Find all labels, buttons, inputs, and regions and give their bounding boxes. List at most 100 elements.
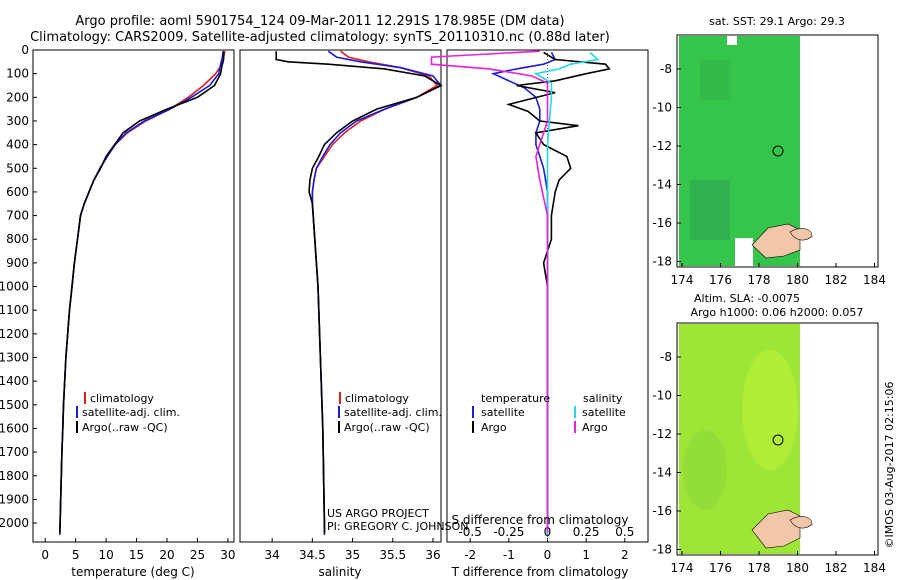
y-tick-label: 300 — [6, 114, 29, 128]
salinity-plot: 34 34.5 35 35.5 36 — [265, 50, 443, 562]
y-tick-label: 400 — [6, 138, 29, 152]
map-y-tick-label: -14 — [652, 178, 672, 192]
sla-argo-position-marker — [772, 434, 784, 446]
legend-t-argo: Argo — [481, 421, 507, 434]
y-tick-label: 500 — [6, 161, 29, 175]
credit-pi: PI: GREGORY C. JOHNSON — [327, 520, 468, 533]
sst-missing-data — [735, 238, 753, 266]
x-tick-label: 15 — [129, 548, 144, 562]
map-y-tick-label: -12 — [652, 139, 672, 153]
map-y-tick-label: -18 — [652, 543, 672, 557]
difference-top-label: S difference from climatology — [452, 513, 629, 527]
legend-t-satellite: satellite — [481, 406, 525, 419]
y-tick-label: 900 — [6, 256, 29, 270]
map-y-tick-label: -14 — [652, 466, 672, 480]
sla-patch — [683, 430, 727, 510]
map-x-tick-label: 184 — [863, 273, 886, 287]
sla-map-title-2: Argo h1000: 0.06 h2000: 0.057 — [691, 306, 864, 319]
map-x-tick-label: 184 — [863, 561, 886, 575]
sst-land — [789, 228, 813, 241]
top-tick-label: 0.25 — [573, 525, 600, 539]
y-tick-label: 800 — [6, 232, 29, 246]
y-tick-label: 1000 — [0, 280, 29, 294]
map-x-tick-label: 176 — [709, 561, 732, 575]
temperature-panel-frame — [32, 49, 235, 543]
x-tick-label: 36 — [425, 548, 440, 562]
x-tick-label: 25 — [190, 548, 205, 562]
x-tick-label: 10 — [98, 548, 113, 562]
y-tick-label: 700 — [6, 209, 29, 223]
map-x-tick-label: 180 — [786, 273, 809, 287]
x-tick-label: 34.5 — [299, 548, 326, 562]
sst-patch — [700, 60, 730, 100]
salinity-legend: climatology satellite-adj. clim. Argo(..… — [338, 392, 442, 434]
y-tick-label: 1400 — [0, 374, 29, 388]
sst-missing-data — [727, 36, 737, 45]
y-tick-label: 1800 — [0, 469, 29, 483]
sla-map — [676, 322, 879, 556]
y-tick-label: 1700 — [0, 445, 29, 459]
y-tick-label: 1600 — [0, 421, 29, 435]
y-tick-label: 1500 — [0, 398, 29, 412]
map-x-tick-label: 182 — [825, 561, 848, 575]
series-line-temperature-0 — [59, 51, 226, 535]
x-tick-label: 35 — [345, 548, 360, 562]
series-line-difference-1 — [506, 51, 611, 533]
temperature-plot: 0 5 10 15 20 25 300100200300400500600700800900… — [0, 43, 236, 562]
x-tick-label: 1 — [582, 548, 590, 562]
y-tick-label: 1200 — [0, 327, 29, 341]
x-tick-label: 30 — [220, 548, 235, 562]
map-x-tick-label: 178 — [748, 273, 771, 287]
difference-plot: -2 -1 0 1 2-0.5 -0.25 0 0.25 0.5 — [430, 50, 634, 562]
y-tick-label: 600 — [6, 185, 29, 199]
sst-map-title: sat. SST: 29.1 Argo: 29.3 — [709, 15, 845, 28]
map-x-tick-label: 178 — [748, 561, 771, 575]
sst-patch — [690, 180, 730, 240]
sst-argo-position-marker — [772, 145, 784, 157]
x-tick-label: 20 — [159, 548, 174, 562]
legend-salinity-title: salinity — [583, 392, 623, 405]
legend-s-argo: Argo — [582, 421, 608, 434]
x-tick-label: 35.5 — [379, 548, 406, 562]
x-tick-label: 2 — [621, 548, 629, 562]
map-y-tick-label: -16 — [652, 216, 672, 230]
series-line-salinity-1 — [311, 50, 443, 535]
y-tick-label: 1900 — [0, 492, 29, 506]
series-line-temperature-2 — [59, 51, 225, 533]
title-line-1: Argo profile: aoml 5901754_124 09-Mar-20… — [75, 14, 564, 29]
salinity-xlabel: salinity — [318, 565, 361, 579]
title-line-2: Climatology: CARS2009. Satellite-adjuste… — [30, 30, 610, 45]
y-tick-label: 1100 — [0, 303, 29, 317]
y-tick-label: 2000 — [0, 516, 29, 530]
map-x-tick-label: 174 — [671, 561, 694, 575]
temperature-legend: climatology satellite-adj. clim. Argo(..… — [76, 392, 180, 434]
y-tick-label: 100 — [6, 67, 29, 81]
map-y-tick-label: -10 — [652, 101, 672, 115]
top-tick-label: 0.5 — [615, 525, 634, 539]
legend-argo: Argo(..raw -QC) — [82, 421, 168, 434]
map-y-tick-label: -18 — [652, 255, 672, 269]
x-tick-label: 34 — [265, 548, 280, 562]
series-line-difference-3 — [430, 50, 549, 533]
legend-satellite-adj: satellite-adj. clim. — [82, 406, 180, 419]
x-tick-label: 0 — [41, 548, 49, 562]
difference-legend: temperature salinity satellite Argo sate… — [472, 392, 626, 434]
legend-s-satellite: satellite — [582, 406, 626, 419]
series-line-salinity-2 — [275, 51, 443, 533]
map-y-tick-label: -8 — [660, 350, 672, 364]
sla-patch — [742, 350, 798, 470]
top-tick-label: -0.5 — [458, 525, 481, 539]
y-tick-label: 200 — [6, 90, 29, 104]
temperature-xlabel: temperature (deg C) — [71, 565, 194, 579]
x-tick-label: 5 — [72, 548, 80, 562]
sla-land — [789, 516, 813, 529]
map-x-tick-label: 176 — [709, 273, 732, 287]
sst-map — [676, 34, 879, 268]
map-x-tick-label: 180 — [786, 561, 809, 575]
legend-temperature-title: temperature — [481, 392, 550, 405]
map-axes: 174 176 178 180 182 184 -8 -10 -12 -14 -16 -18 174 17… — [652, 62, 886, 575]
difference-xlabel: T difference from climatology — [451, 565, 629, 579]
salinity-panel-frame — [239, 49, 442, 543]
map-y-tick-label: -10 — [652, 389, 672, 403]
